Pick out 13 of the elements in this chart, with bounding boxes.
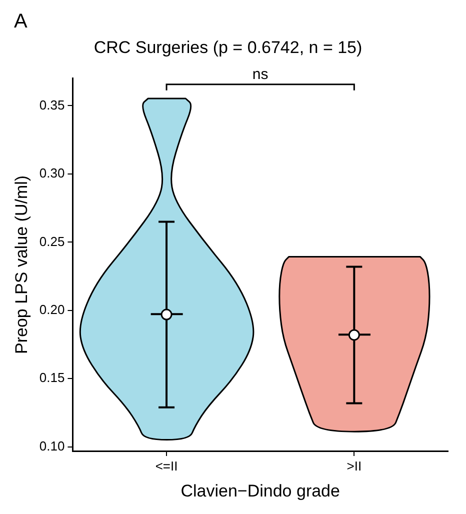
y-tick-label: 0.20	[39, 302, 65, 317]
chart-title: CRC Surgeries (p = 0.6742, n = 15)	[94, 38, 362, 57]
y-tick-label: 0.35	[39, 97, 65, 112]
x-tick-label: >II	[346, 458, 362, 474]
text: A	[14, 10, 28, 33]
x-tick-label: <=II	[155, 458, 178, 474]
x-axis-title: Clavien−Dindo grade	[180, 481, 340, 500]
y-axis-title: Preop LPS value (U/ml)	[12, 175, 31, 354]
y-tick-label: 0.15	[39, 370, 65, 386]
y-tick-label: 0.25	[39, 234, 65, 249]
annotation: ns	[252, 66, 268, 84]
y-tick-label: 0.30	[39, 166, 65, 181]
y-tick-label: 0.10	[39, 438, 65, 454]
